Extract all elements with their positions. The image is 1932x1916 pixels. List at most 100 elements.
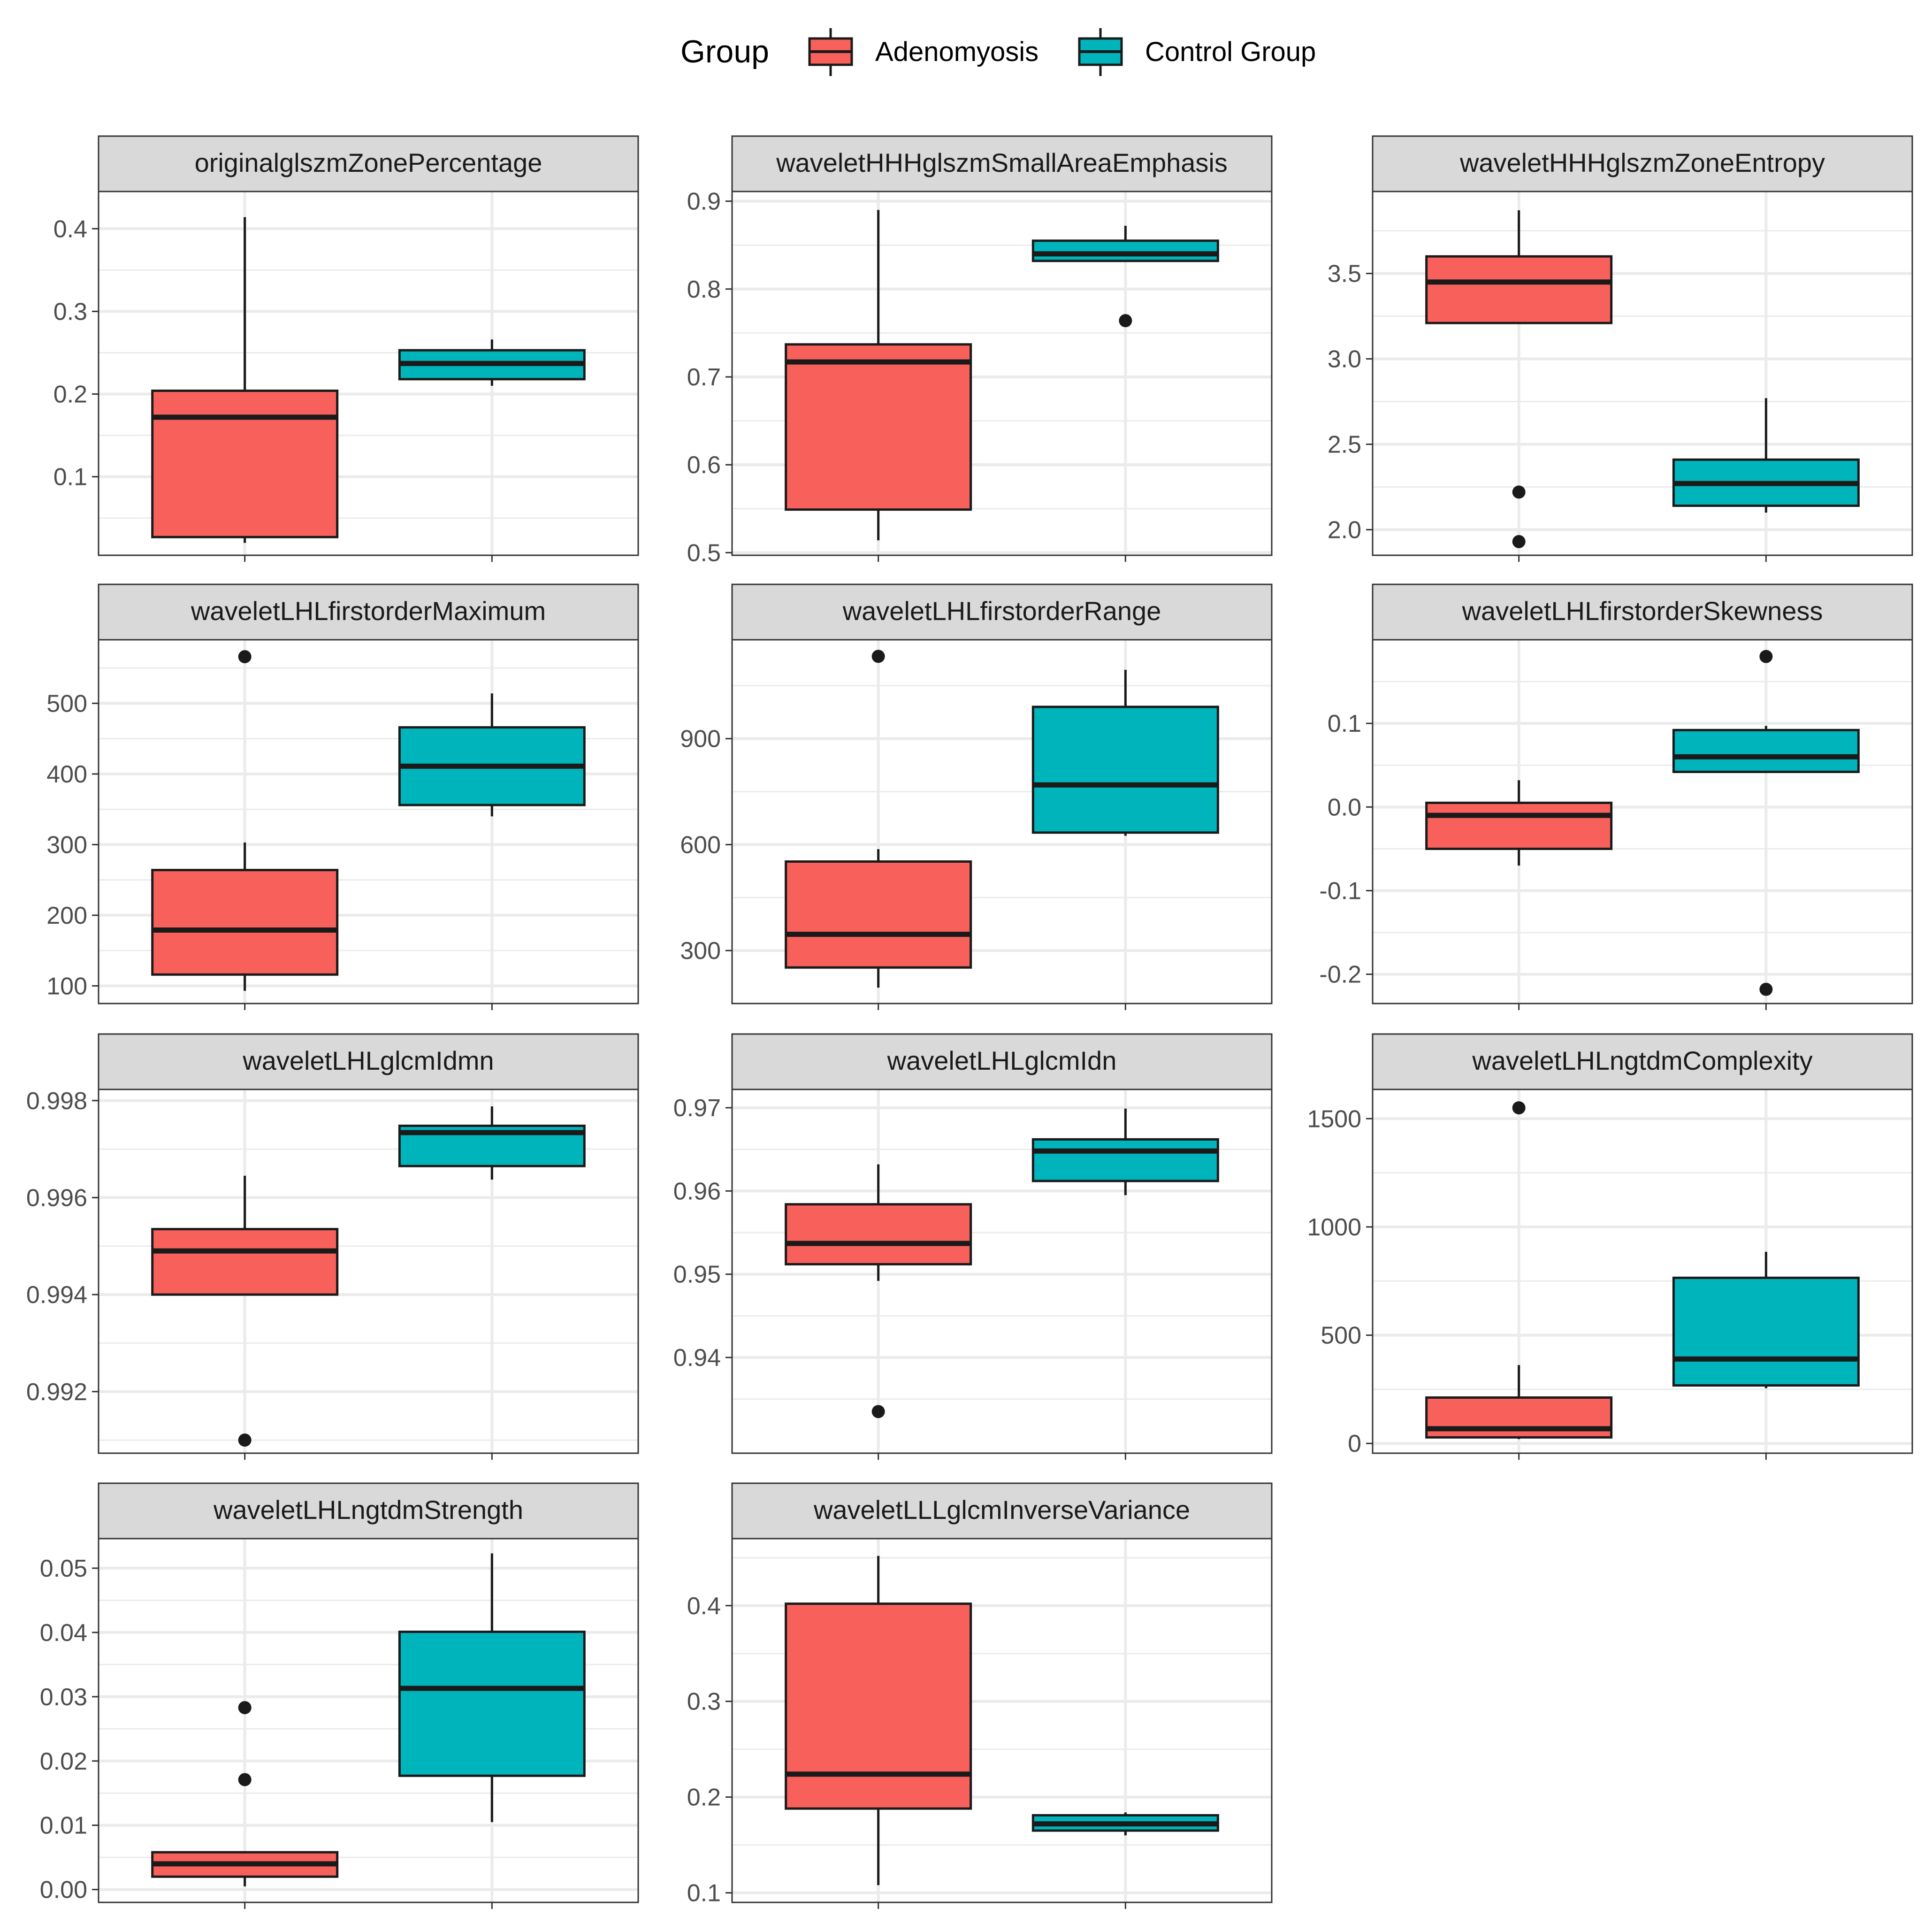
panel-border — [731, 639, 1273, 1004]
y-tick-label: 0.05 — [40, 1555, 87, 1582]
y-tick-label: 0.4 — [687, 1593, 721, 1620]
box-control-group — [398, 693, 586, 817]
facet-strip — [731, 583, 1273, 641]
panel-border — [731, 1538, 1273, 1903]
facet-panel: waveletLHLngtdmComplexity 0 500 1000 1500 — [1307, 1033, 1913, 1460]
y-tick-label: 300 — [46, 831, 87, 858]
y-tick-label: 0 — [1348, 1430, 1361, 1457]
box-control-group — [398, 1553, 586, 1822]
facet-title: waveletHHHglszmZoneEntropy — [1459, 148, 1825, 177]
facet-panel: waveletHHHglszmSmallAreaEmphasis 0.5 0.6 0.… — [687, 135, 1273, 567]
facet-panel: waveletHHHglszmZoneEntropy 2.0 2.5 3.0 3.5 — [1328, 135, 1913, 562]
box-control-group — [1031, 1108, 1219, 1196]
box-control-group — [1031, 669, 1219, 836]
outlier-point — [871, 1405, 885, 1418]
facet-strip — [98, 583, 639, 641]
y-tick-label: 0.01 — [40, 1812, 87, 1839]
box-control-group — [1672, 398, 1860, 513]
facet-title: waveletLHLngtdmComplexity — [1472, 1046, 1812, 1075]
outlier-point — [1512, 485, 1526, 499]
panel-border — [98, 639, 639, 1004]
facet-title: originalglszmZonePercentage — [195, 148, 542, 177]
outlier-point — [871, 650, 885, 663]
facet-panel: waveletLHLfirstorderMaximum 100 200 300 400 5… — [46, 583, 639, 1010]
facet-strip — [731, 1033, 1273, 1090]
outlier-point — [238, 1773, 252, 1786]
y-tick-label: 600 — [680, 831, 721, 858]
iqr-box — [151, 389, 339, 538]
iqr-box — [1425, 255, 1613, 324]
y-tick-label: 0.3 — [687, 1688, 721, 1716]
iqr-box — [785, 860, 972, 969]
outlier-point — [1512, 1101, 1526, 1115]
y-tick-label: 3.5 — [1328, 261, 1361, 288]
y-tick-label: -0.1 — [1319, 877, 1361, 904]
outlier-point — [1512, 535, 1526, 548]
facet-strip — [1372, 583, 1913, 641]
panel-border — [731, 1088, 1273, 1454]
outlier-point — [1759, 650, 1773, 663]
box-control-group — [1672, 1251, 1860, 1388]
y-tick-label: 0.96 — [673, 1178, 721, 1205]
panel-border — [98, 1538, 639, 1903]
legend: Group Adenomyosis Control Group — [680, 28, 1316, 76]
y-tick-label: 300 — [680, 937, 721, 965]
facet-strip — [98, 1033, 639, 1090]
facet-title: waveletLHLngtdmStrength — [213, 1495, 523, 1525]
y-tick-label: 0.04 — [40, 1619, 87, 1647]
facet-title: waveletLHLfirstorderMaximum — [191, 596, 546, 626]
panel-border — [98, 191, 639, 556]
panel-border — [1372, 191, 1913, 556]
y-tick-label: 500 — [1321, 1322, 1361, 1349]
y-tick-label: 200 — [46, 902, 87, 929]
y-tick-label: 0.2 — [687, 1784, 721, 1811]
outlier-point — [238, 650, 252, 664]
outlier-point — [238, 1433, 252, 1447]
y-tick-label: 0.8 — [687, 276, 721, 303]
legend-key-adenomyosis — [808, 28, 853, 76]
iqr-box — [398, 1631, 586, 1777]
iqr-box — [785, 1203, 972, 1265]
y-tick-label: 0.02 — [40, 1748, 87, 1775]
panel-border — [731, 191, 1273, 556]
facet-title: waveletLHLfirstorderRange — [842, 596, 1161, 626]
box-adenomyosis — [151, 217, 339, 543]
box-adenomyosis — [1425, 210, 1613, 548]
box-adenomyosis — [785, 1556, 972, 1885]
facet-title: waveletHHHglszmSmallAreaEmphasis — [776, 148, 1228, 177]
y-tick-label: 0.2 — [53, 381, 87, 408]
box-control-group — [1031, 1812, 1219, 1836]
y-tick-label: 0.5 — [687, 539, 721, 567]
y-tick-label: 100 — [46, 973, 87, 1000]
y-tick-label: 0.994 — [26, 1281, 87, 1309]
box-adenomyosis — [151, 1701, 339, 1886]
y-tick-label: 0.0 — [1328, 794, 1361, 821]
iqr-box — [1672, 728, 1860, 773]
iqr-box — [1031, 239, 1219, 262]
facet-strip — [1372, 135, 1913, 192]
y-tick-label: 500 — [46, 690, 87, 717]
facet-strip — [98, 1482, 639, 1540]
y-tick-label: 0.94 — [673, 1344, 721, 1372]
y-tick-label: 0.7 — [687, 364, 721, 391]
box-adenomyosis — [151, 1175, 339, 1447]
iqr-box — [1425, 801, 1613, 850]
legend-key-control-group — [1078, 28, 1123, 76]
legend-label: Adenomyosis — [875, 37, 1039, 67]
y-tick-label: 900 — [680, 726, 721, 753]
iqr-box — [785, 1602, 972, 1810]
panel-border — [1372, 639, 1913, 1004]
facet-title: waveletLHLglcmIdn — [887, 1046, 1117, 1075]
iqr-box — [151, 869, 339, 976]
box-adenomyosis — [785, 1164, 972, 1418]
iqr-box — [1672, 1276, 1860, 1387]
outlier-point — [1119, 314, 1132, 328]
facet-title: waveletLHLfirstorderSkewness — [1462, 596, 1823, 626]
y-tick-label: 0.1 — [687, 1880, 721, 1907]
iqr-box — [1425, 1396, 1613, 1439]
facet-strip — [98, 135, 639, 192]
facet-strip — [731, 1482, 1273, 1540]
y-tick-label: 1000 — [1307, 1214, 1361, 1241]
box-control-group — [398, 1106, 586, 1180]
iqr-box — [1031, 705, 1219, 834]
